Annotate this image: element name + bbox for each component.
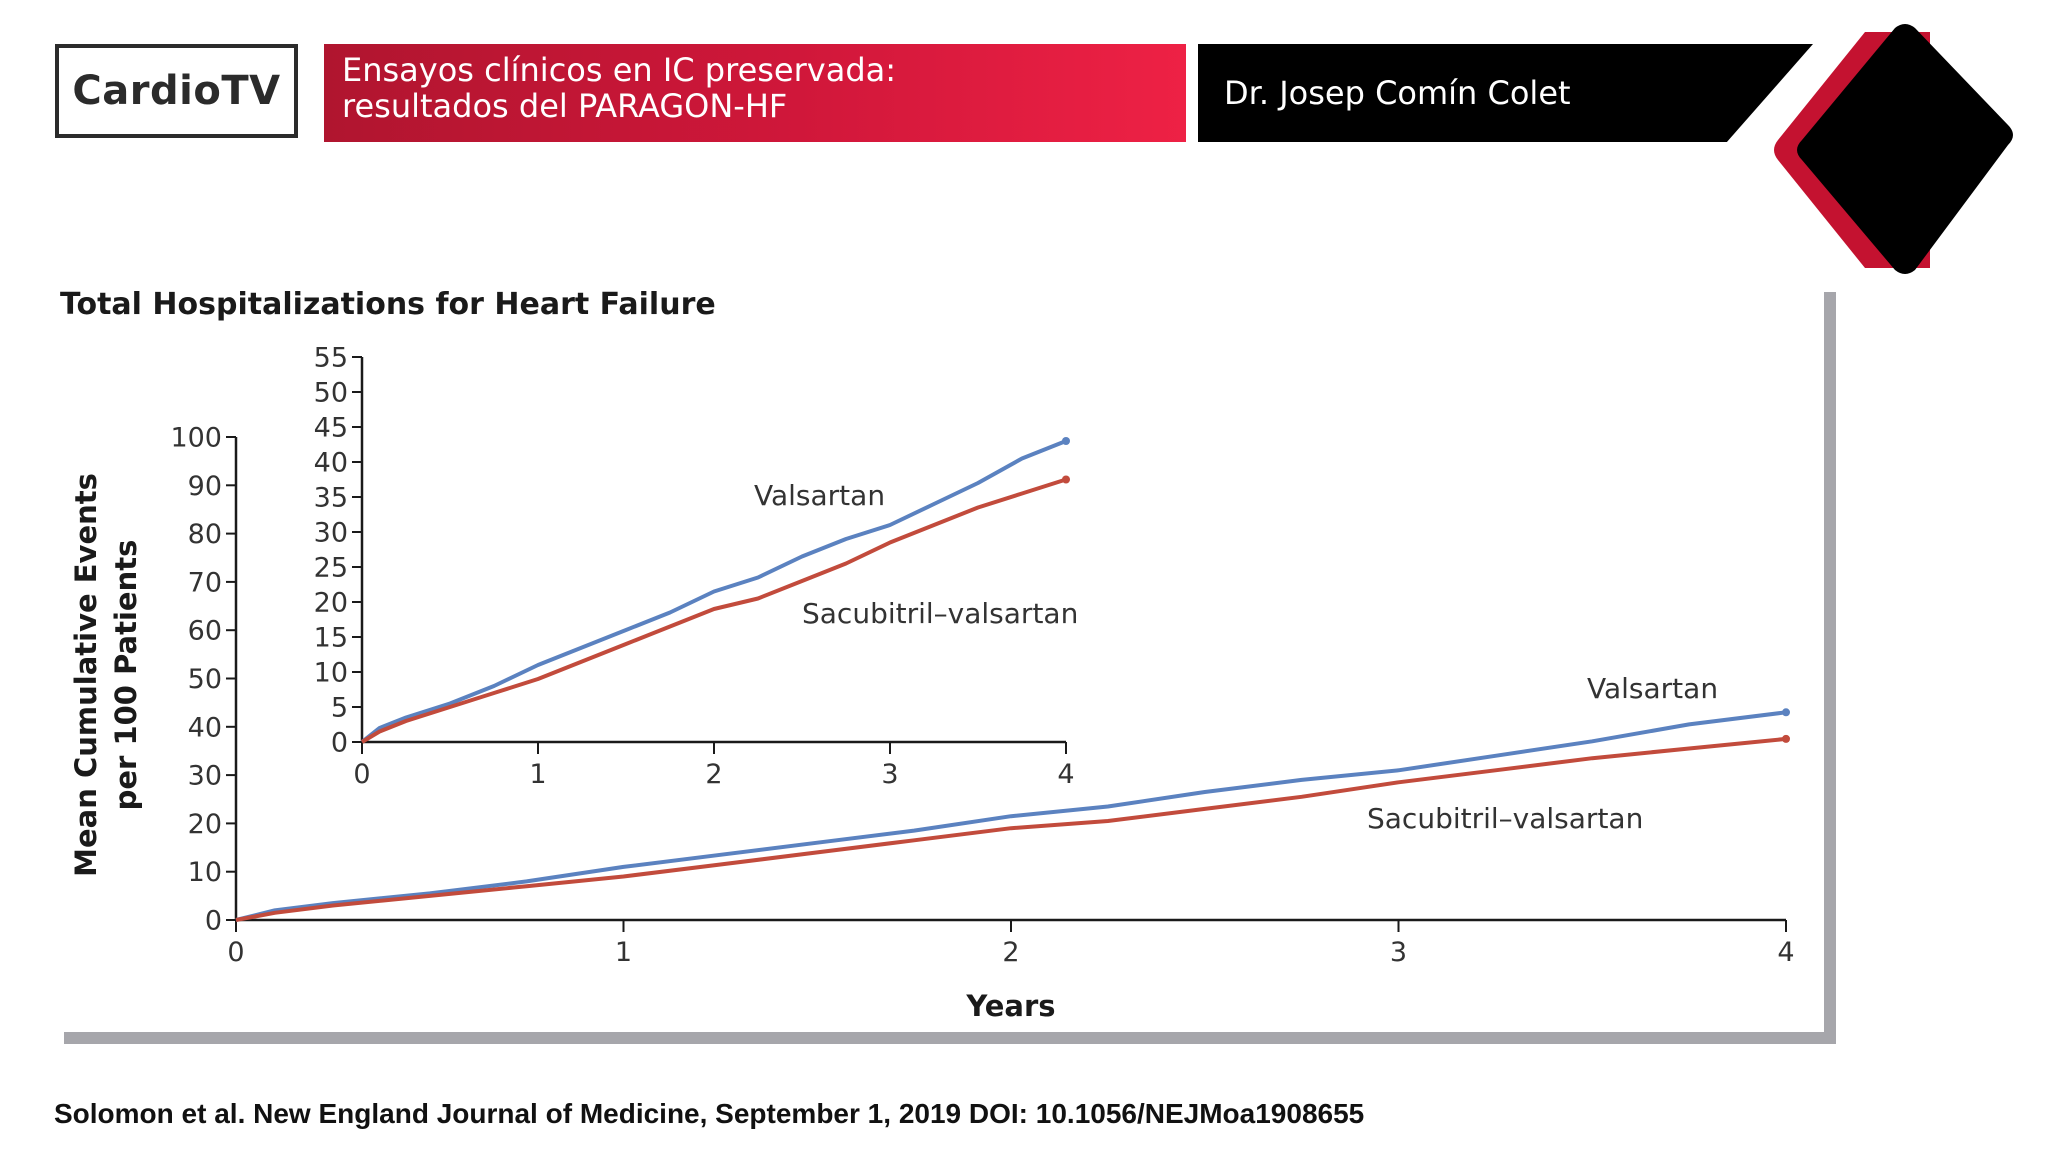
inset-axes: 0 5 10 15 20 25 30 35 40 45 50 55 0 1 2 3 4 — [314, 342, 1075, 790]
x-axis-label: Years — [965, 989, 1055, 1023]
main-series-sacubitril-line — [235, 736, 1787, 922]
citation: Solomon et al. New England Journal of Me… — [54, 1098, 1365, 1129]
inset-y-tick-label: 10 — [314, 657, 348, 688]
title-banner: Ensayos clínicos en IC preservada: resul… — [324, 44, 1186, 142]
inset-series-valsartan-line — [360, 439, 1067, 744]
inset-x-tick-label: 4 — [1057, 759, 1074, 790]
main-y-tick-label: 90 — [188, 471, 222, 502]
main-x-tick-label: 1 — [615, 937, 632, 968]
speaker-banner: Dr. Josep Comín Colet — [1198, 44, 1813, 142]
inset-series-sacubitril-line — [360, 477, 1067, 744]
inset-y-tick-label: 55 — [314, 342, 348, 373]
inset-x-tick-label: 2 — [705, 759, 722, 790]
cardiotv-logo: CardioTV — [55, 44, 298, 138]
decorative-diamond-icon — [1774, 24, 2013, 274]
title-line-2: resultados del PARAGON-HF — [342, 87, 788, 125]
title-line-1: Ensayos clínicos en IC preservada: — [342, 51, 897, 89]
main-series-sacubitril-end-point — [1782, 734, 1790, 743]
inset-y-tick-label: 40 — [314, 447, 348, 478]
main-y-tick-label: 60 — [188, 616, 222, 647]
main-y-tick-label: 0 — [205, 905, 222, 936]
inset-valsartan-label: Valsartan — [754, 479, 885, 512]
main-y-tick-label: 50 — [188, 664, 222, 695]
main-series-valsartan-line — [235, 710, 1787, 922]
main-y-tick-label: 100 — [170, 422, 222, 453]
main-sacubitril-label: Sacubitril–valsartan — [1367, 802, 1643, 835]
inset-x-tick-label: 1 — [529, 759, 546, 790]
hospitalizations-chart: Total Hospitalizations for Heart Failure… — [60, 287, 1795, 1023]
main-x-tick-label: 3 — [1390, 937, 1407, 968]
inset-sacubitril-label: Sacubitril–valsartan — [802, 597, 1078, 630]
inset-y-tick-label: 50 — [314, 377, 348, 408]
main-x-tick-label: 4 — [1777, 937, 1794, 968]
main-y-tick-label: 70 — [188, 567, 222, 598]
y-axis-label-line-2: per 100 Patients — [109, 540, 143, 811]
y-axis-label-line-1: Mean Cumulative Events — [69, 473, 103, 877]
main-series-lines — [235, 708, 1790, 922]
chart-title: Total Hospitalizations for Heart Failure — [60, 287, 716, 322]
inset-y-tick-label: 45 — [314, 412, 348, 443]
inset-x-tick-label: 3 — [881, 759, 898, 790]
inset-series-sacubitril-end-point — [1062, 475, 1070, 484]
main-y-tick-label: 20 — [188, 809, 222, 840]
main-x-tick-label: 2 — [1002, 937, 1019, 968]
main-y-tick-label: 30 — [188, 761, 222, 792]
main-valsartan-label: Valsartan — [1587, 672, 1718, 705]
main-x-tick-label: 0 — [227, 937, 244, 968]
inset-y-tick-label: 0 — [331, 727, 348, 758]
main-y-tick-label: 40 — [188, 712, 222, 743]
inset-x-tick-label: 0 — [353, 759, 370, 790]
main-y-tick-label: 10 — [188, 857, 222, 888]
main-y-tick-label: 80 — [188, 519, 222, 550]
chart-panel: Total Hospitalizations for Heart Failure… — [52, 280, 1824, 1032]
speaker-name: Dr. Josep Comín Colet — [1224, 74, 1571, 112]
inset-y-tick-label: 30 — [314, 517, 348, 548]
inset-y-tick-label: 20 — [314, 587, 348, 618]
inset-y-tick-label: 15 — [314, 622, 348, 653]
inset-series-lines — [360, 437, 1070, 744]
inset-series-valsartan-end-point — [1062, 437, 1070, 445]
inset-y-tick-label: 5 — [331, 692, 348, 723]
main-series-valsartan-end-point — [1782, 708, 1790, 717]
inset-y-tick-label: 35 — [314, 482, 348, 513]
logo-text: CardioTV — [72, 68, 281, 114]
inset-y-tick-label: 25 — [314, 552, 348, 583]
